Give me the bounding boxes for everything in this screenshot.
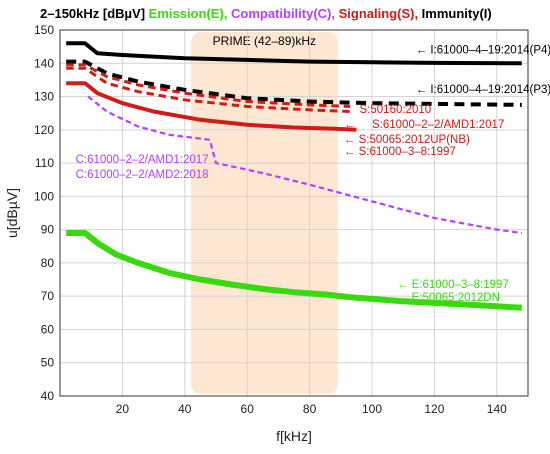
y-tick-label: 50 <box>41 356 55 370</box>
prime-band <box>191 32 338 394</box>
y-tick-label: 90 <box>41 223 55 237</box>
y-tick-label: 150 <box>34 23 54 37</box>
y-tick-label: 110 <box>35 156 54 170</box>
x-tick-label: 80 <box>303 402 317 416</box>
chart-title-part: Signaling(S), <box>335 6 418 21</box>
chart-title-part: Emission(E), <box>145 6 227 21</box>
series-line-I_P4 <box>66 41 522 66</box>
series-line-C_AMD1 <box>87 95 522 235</box>
series-line-S_AMD1 <box>66 66 351 113</box>
annotation-label: C:61000–2–2/AMD2:2018 <box>76 169 209 181</box>
annotation-label: ← I:61000–4–19:2014(P3) <box>416 84 550 96</box>
x-tick-label: 60 <box>241 402 255 416</box>
x-tick-label: 100 <box>362 402 382 416</box>
y-tick-label: 140 <box>34 56 54 70</box>
chart-title: 2–150kHz [dBµV] Emission(E), Compatibili… <box>40 6 492 21</box>
x-axis-label: f[kHz] <box>276 428 312 444</box>
y-tick-label: 60 <box>41 322 55 336</box>
x-tick-label: 120 <box>424 402 444 416</box>
annotation-label: ← I:61000–4–19:2014(P4) <box>416 44 550 56</box>
x-tick-label: 20 <box>116 402 130 416</box>
y-tick-label: 100 <box>34 189 54 203</box>
annotation-label: ← S:61000–3–8:1997 <box>344 146 456 158</box>
x-tick-label: 40 <box>178 402 192 416</box>
chart-title-part: Immunity(I) <box>418 6 492 21</box>
annotation-label: ← S:50065:2012UP(NB) <box>344 134 470 146</box>
y-tick-label: 70 <box>41 289 55 303</box>
annotation-label: S:61000–2–2/AMD1:2017 <box>372 119 504 131</box>
y-tick-label: 80 <box>41 256 55 270</box>
plot-frame <box>59 29 529 397</box>
series-line-S_UPNB <box>66 81 357 132</box>
annotation-label: C:61000–2–2/AMD1:2017 <box>76 154 209 166</box>
y-axis-label: u[dBµV] <box>4 188 20 238</box>
series-line-I_P3 <box>66 59 522 107</box>
y-tick-label: 40 <box>41 389 55 403</box>
series-line-E_3_8 <box>66 230 522 311</box>
series-line-S_50160 <box>66 63 351 108</box>
annotation-label: S:50160:2010 <box>360 104 432 116</box>
chart-title-part: 2–150kHz [dBµV] <box>40 6 145 21</box>
band-label: PRIME (42–89)kHz <box>213 34 316 48</box>
annotation-label: ← E:61000–3–8:1997 <box>397 279 509 291</box>
annotation-label: ← E:50065:2012DN <box>397 292 500 304</box>
y-tick-label: 130 <box>34 90 54 104</box>
chart-title-part: Compatibility(C), <box>227 6 335 21</box>
y-tick-label: 120 <box>34 123 54 137</box>
x-tick-label: 140 <box>487 402 507 416</box>
annotation-label: ← <box>344 119 356 131</box>
